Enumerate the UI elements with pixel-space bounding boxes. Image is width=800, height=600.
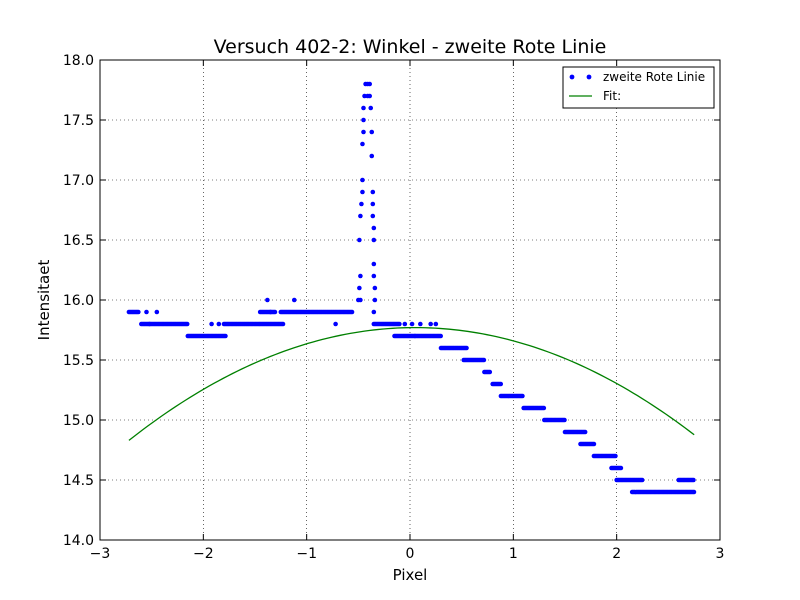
fit-line [128,326,695,441]
data-point [291,297,297,303]
data-point [464,345,469,351]
y-tick-label: 18.0 [63,53,94,69]
y-tick-label: 14.0 [63,533,94,549]
y-tick-label: 14.5 [63,473,94,489]
data-point [367,81,373,87]
x-tick-label: 2 [612,546,621,562]
series-layer [126,81,697,495]
chart-title: Versuch 402-2: Winkel - zweite Rote Lini… [214,36,607,58]
data-point [418,321,423,327]
data-point [184,321,190,327]
legend-box [562,66,715,109]
legend-label-fit: Fit: [603,89,621,103]
data-point [582,429,588,435]
data-point [562,417,567,423]
data-point [618,465,624,471]
data-point [438,333,443,339]
data-point [613,453,618,459]
data-point [369,129,375,135]
data-point [368,105,374,111]
data-point [357,237,362,243]
x-axis-label: Pixel [393,566,428,584]
x-tick-label: 1 [509,546,518,562]
data-point [359,201,364,207]
data-point [498,381,504,387]
x-tick-label: −1 [296,546,317,562]
data-point [371,309,377,315]
y-tick-label: 15.5 [63,353,94,369]
data-point [265,297,270,303]
data-point [433,321,439,327]
data-point [520,393,525,399]
data-point [136,309,141,315]
data-point [361,105,366,111]
data-point [541,405,547,411]
data-point [371,273,377,279]
legend-marker-point [586,74,592,80]
data-point [428,321,433,327]
data-point [360,189,365,195]
data-point [358,213,363,219]
data-point [372,297,378,303]
data-point [591,441,597,447]
x-tick-label: 0 [406,546,415,562]
data-point [358,297,363,303]
y-tick-label: 16.0 [63,293,94,309]
ticks: −3 −2 −1 0 1 2 3 14.0 14.5 15.0 15.5 16.0 16.5 17.0 17… [63,53,725,562]
data-point [280,321,286,327]
data-point [639,477,645,483]
x-tick-label: −3 [90,546,111,562]
data-point [371,237,377,243]
data-point [370,189,376,195]
data-point [349,309,355,315]
data-point [216,321,222,327]
data-point [370,213,376,219]
legend: zweite Rote Linie Fit: [562,66,715,109]
data-point [209,321,214,327]
data-point [691,477,696,483]
data-point [372,285,378,291]
data-point [409,321,415,327]
y-axis-label: Intensitaet [35,260,53,341]
data-point [371,225,377,231]
data-point [357,285,362,291]
legend-label-scatter: zweite Rote Linie [603,70,705,84]
data-point [144,309,149,315]
data-point [154,309,160,315]
data-point [370,201,376,207]
legend-marker-point [569,74,575,80]
data-point [272,309,278,315]
data-point [360,177,365,183]
grid [100,60,720,540]
data-point [361,117,366,123]
data-point [371,261,377,267]
data-point [369,153,375,159]
data-point [361,129,366,135]
y-tick-label: 15.0 [63,413,94,429]
x-tick-label: 3 [716,546,725,562]
data-point [360,141,365,147]
data-point [402,321,408,327]
data-point [367,93,373,99]
y-tick-label: 17.0 [63,173,94,189]
data-point [487,369,493,375]
y-tick-label: 16.5 [63,233,94,249]
data-point [358,273,363,279]
data-point [481,357,487,363]
data-point [397,321,402,327]
data-point [268,309,273,315]
data-point [691,489,697,495]
y-tick-label: 17.5 [63,113,94,129]
data-point [223,333,228,339]
data-point [333,321,338,327]
x-tick-label: −2 [193,546,214,562]
